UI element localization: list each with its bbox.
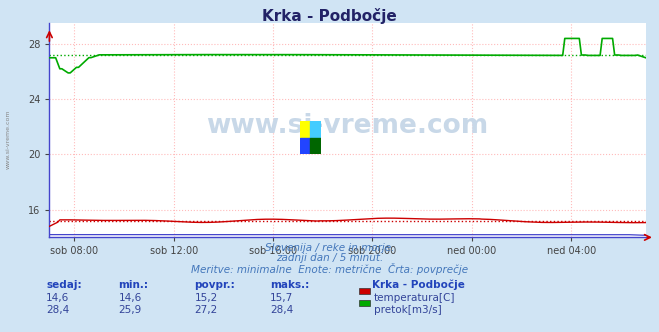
Text: sedaj:: sedaj: [46, 280, 82, 290]
Text: povpr.:: povpr.: [194, 280, 235, 290]
Text: 28,4: 28,4 [270, 305, 293, 315]
Text: Slovenija / reke in morje.: Slovenija / reke in morje. [265, 243, 394, 253]
Text: 27,2: 27,2 [194, 305, 217, 315]
Text: pretok[m3/s]: pretok[m3/s] [374, 305, 442, 315]
Bar [300, 138, 310, 154]
Text: www.si-vreme.com: www.si-vreme.com [206, 113, 489, 139]
Text: maks.:: maks.: [270, 280, 310, 290]
Text: 25,9: 25,9 [119, 305, 142, 315]
Text: 14,6: 14,6 [119, 293, 142, 303]
Text: Krka - Podbočje: Krka - Podbočje [262, 8, 397, 24]
Text: 15,2: 15,2 [194, 293, 217, 303]
Text: min.:: min.: [119, 280, 149, 290]
Text: Krka - Podbočje: Krka - Podbočje [372, 280, 465, 290]
Text: www.si-vreme.com: www.si-vreme.com [5, 110, 11, 169]
Text: 15,7: 15,7 [270, 293, 293, 303]
Text: temperatura[C]: temperatura[C] [374, 293, 455, 303]
Bar [300, 121, 310, 138]
Bar [310, 121, 321, 138]
Bar [310, 138, 321, 154]
Text: 14,6: 14,6 [46, 293, 69, 303]
Text: Meritve: minimalne  Enote: metrične  Črta: povprečje: Meritve: minimalne Enote: metrične Črta:… [191, 263, 468, 275]
Text: 28,4: 28,4 [46, 305, 69, 315]
Text: zadnji dan / 5 minut.: zadnji dan / 5 minut. [276, 253, 383, 263]
